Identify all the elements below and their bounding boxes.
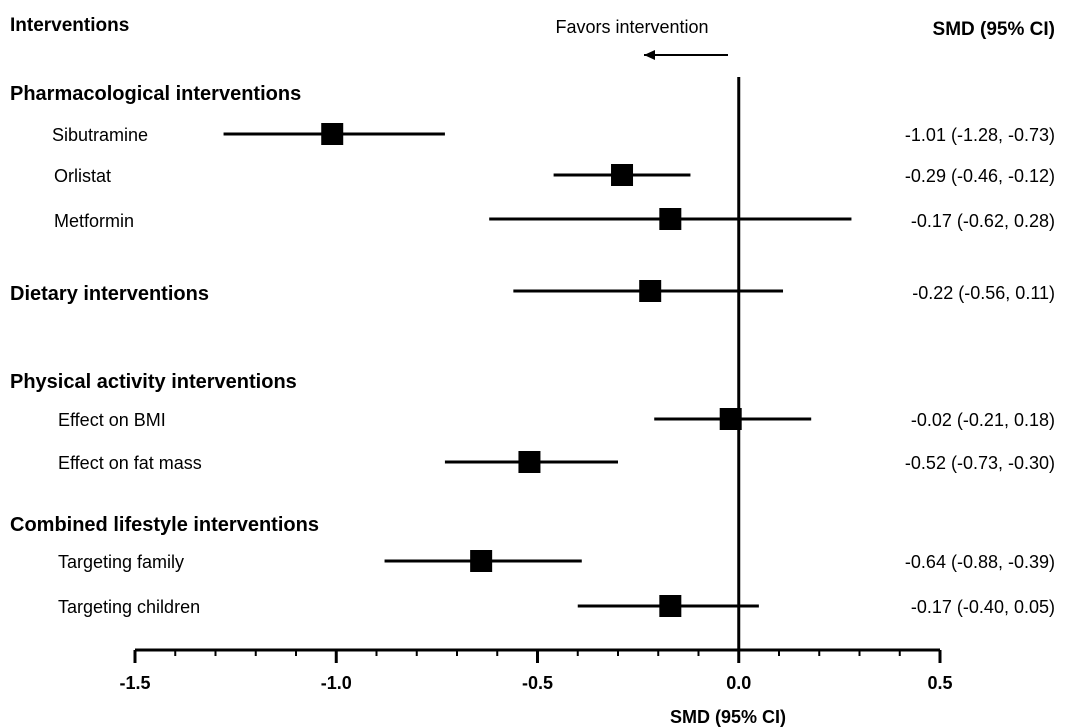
row-label-effect-on-fat-mass: Effect on fat mass [58, 453, 202, 473]
point-estimate-effect-on-bmi [719, 408, 742, 430]
ci-text-effect-on-fat-mass: -0.52 (-0.73, -0.30) [905, 453, 1055, 473]
group-heading-physical-activity: Physical activity interventions [10, 371, 297, 393]
favors-intervention-label: Favors intervention [555, 17, 708, 37]
row-label-sibutramine: Sibutramine [52, 125, 148, 145]
x-tick-label: -1.0 [321, 673, 352, 693]
row-label-targeting-children: Targeting children [58, 597, 200, 617]
point-estimate-dietary [639, 280, 662, 302]
ci-text-orlistat: -0.29 (-0.46, -0.12) [905, 166, 1055, 186]
row-label-orlistat: Orlistat [54, 166, 111, 186]
x-axis-title: SMD (95% CI) [670, 707, 786, 727]
interventions-column-header: Interventions [10, 15, 129, 36]
ci-text-effect-on-bmi: -0.02 (-0.21, 0.18) [911, 410, 1055, 430]
point-estimate-orlistat [611, 164, 634, 186]
point-estimate-effect-on-fat-mass [518, 451, 541, 473]
row-label-targeting-family: Targeting family [58, 552, 184, 572]
group-heading-combined-lifestyle: Combined lifestyle interventions [10, 514, 319, 536]
favors-arrow-icon [644, 50, 655, 60]
x-tick-label: 0.0 [726, 673, 751, 693]
point-estimate-targeting-family [470, 550, 493, 572]
row-label-metformin: Metformin [54, 211, 134, 231]
ci-text-dietary: -0.22 (-0.56, 0.11) [912, 283, 1055, 303]
point-estimate-sibutramine [321, 123, 344, 145]
x-tick-label: 0.5 [927, 673, 952, 693]
x-tick-label: -1.5 [119, 673, 150, 693]
point-estimate-targeting-children [659, 595, 682, 617]
point-estimate-metformin [659, 208, 682, 230]
row-label-effect-on-bmi: Effect on BMI [58, 410, 166, 430]
ci-text-targeting-family: -0.64 (-0.88, -0.39) [905, 552, 1055, 572]
group-heading-pharmacological: Pharmacological interventions [10, 83, 301, 105]
group-heading-dietary: Dietary interventions [10, 283, 209, 305]
ci-text-metformin: -0.17 (-0.62, 0.28) [911, 211, 1055, 231]
ci-text-sibutramine: -1.01 (-1.28, -0.73) [905, 125, 1055, 145]
plot-layer: -1.5 -1.0 -0.5 0.0 0.5 [119, 77, 953, 693]
smd-column-header: SMD (95% CI) [933, 19, 1055, 40]
x-tick-label: -0.5 [522, 673, 553, 693]
ci-text-targeting-children: -0.17 (-0.40, 0.05) [911, 597, 1055, 617]
